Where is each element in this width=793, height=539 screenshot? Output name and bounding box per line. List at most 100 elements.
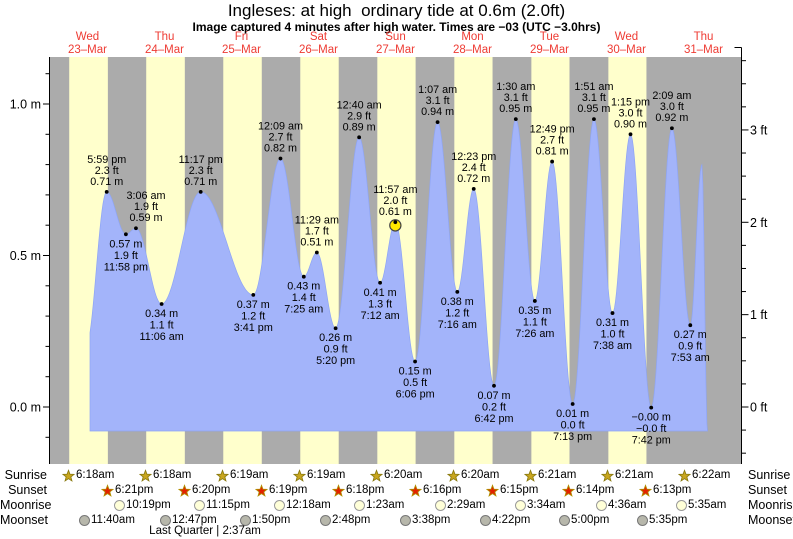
sunrise-icon [678, 468, 691, 482]
tide-annotation-high: 0.61 m [379, 206, 412, 218]
sunset-time: 6:20pm [192, 484, 231, 496]
tide-annotation-low: 7:42 pm [632, 435, 671, 447]
tide-point-dot [669, 126, 674, 131]
day-label-name: Wed [76, 31, 99, 43]
moonset-icon [637, 514, 648, 526]
sunrise-icon [524, 468, 537, 482]
sunrise-icon [370, 468, 383, 482]
sunset-entry: 6:20pm [178, 483, 230, 497]
sunrise-entry: 6:19am [293, 468, 345, 482]
tide-annotation-low: 0.15 m [399, 366, 432, 378]
moonset-time: 4:22pm [492, 514, 531, 526]
sunrise-entry: 6:21am [524, 468, 576, 482]
tide-annotation-low: 7:12 am [361, 310, 400, 322]
sunrise-icon [62, 468, 75, 482]
tide-point-dot [393, 220, 398, 225]
moonrise-time: 2:29am [447, 499, 486, 511]
tide-annotation-low: 0.0 ft [561, 419, 585, 431]
sunrise-row-label-left: Sunrise [4, 468, 47, 482]
tide-annotation-high: 0.90 m [614, 118, 647, 130]
tide-annotation-high: 2.7 ft [540, 135, 564, 147]
sunset-time: 6:16pm [423, 484, 462, 496]
day-label-name: Mon [461, 31, 483, 43]
moonrise-time: 5:35am [688, 499, 727, 511]
moonrise-entry: 11:15pm [194, 498, 250, 512]
moonrise-time: 12:18am [286, 499, 331, 511]
tide-annotation-low: 0.57 m [109, 238, 142, 250]
tide-annotation-high: 0.94 m [421, 106, 454, 118]
tide-annotation-low: 3:41 pm [234, 322, 273, 334]
moonset-time: 2:48pm [332, 514, 371, 526]
moonrise-entry: 2:29am [435, 498, 485, 512]
sunrise-time: 6:22am [692, 469, 731, 481]
day-label-name: Tue [540, 31, 559, 43]
moonrise-time: 3:34am [527, 499, 566, 511]
moonset-icon [160, 514, 171, 526]
sunset-icon [409, 483, 422, 497]
tide-point-dot [471, 186, 476, 191]
right-axis-tick-label: 2 ft [750, 216, 768, 230]
tide-annotation-low: 0.31 m [596, 317, 629, 329]
tide-point-dot [688, 323, 693, 328]
moonrise-icon [114, 499, 125, 511]
tide-point-dot [378, 280, 382, 285]
right-axis-tick-label: 1 ft [750, 308, 768, 322]
tide-annotation-low: 1.1 ft [150, 319, 174, 331]
tide-annotation-high: 1:30 am [496, 81, 535, 93]
moonrise-entry: 4:36am [596, 498, 646, 512]
sunset-row-label-right: Sunset [748, 483, 787, 497]
sunset-time: 6:14pm [576, 484, 615, 496]
sunset-entry: 6:14pm [562, 483, 614, 497]
tide-area [89, 118, 708, 432]
tide-annotation-low: 0.9 ft [324, 344, 348, 356]
tide-annotation-low: 11:58 pm [104, 261, 148, 273]
tide-annotation-low: −0.00 m [632, 412, 671, 424]
tide-annotation-low: 7:53 am [671, 352, 710, 364]
tide-annotation-high: 0.95 m [577, 103, 610, 115]
page-title: Ingleses: at high ordinary tide at 0.6m … [227, 1, 566, 20]
tide-annotation-high: 1.9 ft [134, 201, 158, 213]
tide-point-dot [333, 326, 338, 331]
moonset-entry: 5:35pm [637, 513, 687, 527]
day-label-name: Fri [235, 31, 248, 43]
tide-annotation-high: 3.1 ft [582, 92, 606, 104]
tide-annotation-low: 7:38 am [593, 340, 632, 352]
tide-point-dot [198, 189, 203, 194]
moonset-row-label-right: Moonset [748, 513, 793, 527]
tide-annotation-high: 2.4 ft [462, 162, 486, 174]
day-label-date: 31–Mar [684, 44, 723, 56]
moonset-entry: 3:38pm [400, 513, 450, 527]
moonset-entry: 2:48pm [320, 513, 370, 527]
day-label-name: Thu [694, 31, 714, 43]
tide-annotation-high: 0.51 m [300, 236, 333, 248]
moonrise-entry: 5:35am [676, 498, 726, 512]
moonrise-entry: 3:34am [515, 498, 565, 512]
tide-annotation-low: 1.2 ft [241, 310, 265, 322]
tide-annotation-low: 6:06 pm [396, 389, 435, 401]
sunrise-entry: 6:20am [370, 468, 422, 482]
tide-annotation-high: 2.9 ft [347, 110, 371, 122]
day-label-date: 30–Mar [607, 44, 646, 56]
moonset-entry: 5:00pm [559, 513, 609, 527]
day-label-date: 24–Mar [145, 44, 184, 56]
moonset-entry: 1:50pm [240, 513, 290, 527]
sunset-icon [101, 483, 114, 497]
day-label-date: 23–Mar [68, 44, 107, 56]
tide-annotation-high: 1:51 am [574, 81, 613, 93]
sunrise-time: 6:18am [76, 469, 115, 481]
sunset-entry: 6:15pm [486, 483, 538, 497]
tide-point-dot [159, 302, 164, 306]
sunrise-entry: 6:21am [601, 468, 653, 482]
tide-annotation-high: 3.0 ft [619, 107, 643, 119]
tide-annotation-high: 5:59 pm [87, 154, 126, 166]
tide-annotation-low: −0.0 ft [636, 423, 666, 435]
tide-annotation-high: 11:57 am [373, 184, 417, 196]
sunrise-entry: 6:18am [62, 468, 114, 482]
tide-annotation-high: 2:09 am [652, 90, 691, 102]
tide-point-dot [592, 117, 596, 122]
sunrise-time: 6:19am [307, 469, 346, 481]
moonrise-icon [274, 499, 285, 511]
moonrise-icon [515, 499, 526, 511]
tide-annotation-high: 2.0 ft [383, 195, 407, 207]
